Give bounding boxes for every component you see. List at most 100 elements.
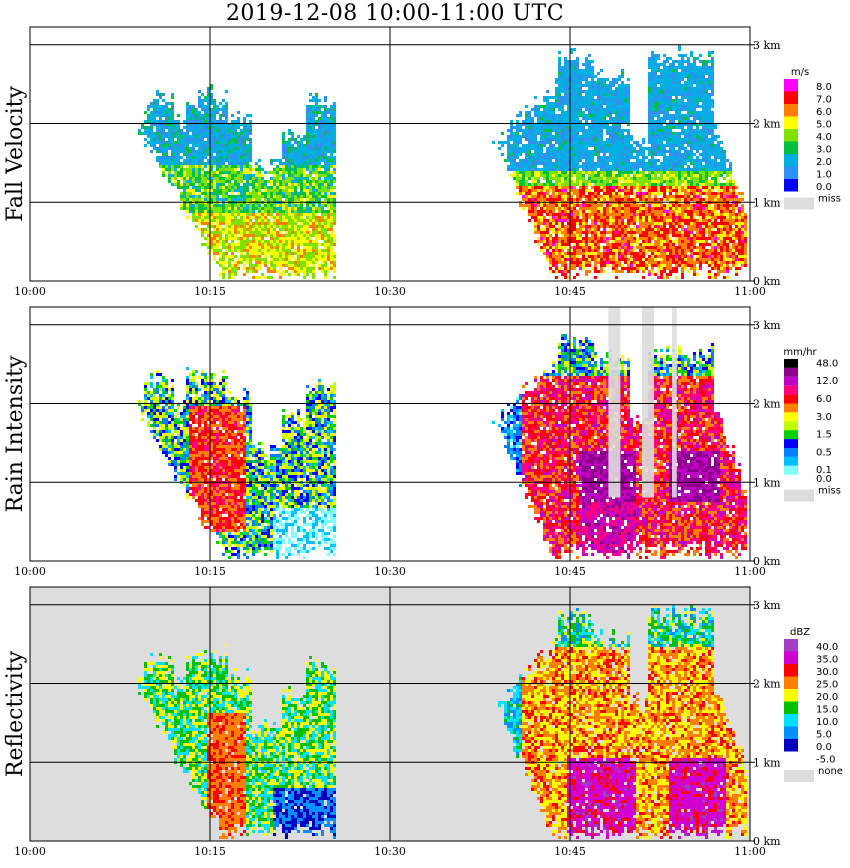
heatmap-cell: [606, 108, 609, 111]
heatmap-cell: [648, 213, 651, 216]
heatmap-cell: [618, 210, 621, 213]
heatmap-cell: [639, 192, 642, 195]
heatmap-cell: [288, 189, 291, 192]
heatmap-cell: [534, 207, 537, 210]
heatmap-cell: [249, 129, 252, 132]
heatmap-cell: [603, 186, 606, 189]
heatmap-cell: [162, 132, 165, 135]
heatmap-cell: [627, 216, 630, 219]
heatmap-cell: [567, 90, 570, 93]
heatmap-cell: [597, 258, 600, 261]
heatmap-cell: [534, 144, 537, 147]
heatmap-cell: [513, 135, 516, 138]
heatmap-cell: [579, 75, 582, 78]
heatmap-cell: [180, 132, 183, 135]
heatmap-cell: [249, 147, 252, 150]
heatmap-cell: [561, 141, 564, 144]
heatmap-cell: [582, 63, 585, 66]
heatmap-cell: [600, 141, 603, 144]
heatmap-cell: [276, 180, 279, 183]
heatmap-cell: [219, 192, 222, 195]
heatmap-cell: [513, 171, 516, 174]
heatmap-cell: [642, 159, 645, 162]
heatmap-cell: [579, 144, 582, 147]
heatmap-cell: [636, 210, 639, 213]
heatmap-cell: [549, 171, 552, 174]
heatmap-cell: [267, 189, 270, 192]
heatmap-cell: [606, 87, 609, 90]
heatmap-cell: [213, 183, 216, 186]
heatmap-cell: [330, 126, 333, 129]
heatmap-cell: [258, 255, 261, 258]
heatmap-cell: [582, 141, 585, 144]
heatmap-cell: [291, 198, 294, 201]
heatmap-cell: [204, 189, 207, 192]
heatmap-cell: [243, 135, 246, 138]
heatmap-cell: [537, 213, 540, 216]
heatmap-cell: [195, 144, 198, 147]
heatmap-cell: [273, 198, 276, 201]
heatmap-cell: [558, 270, 561, 273]
heatmap-cell: [540, 213, 543, 216]
heatmap-cell: [180, 138, 183, 141]
heatmap-cell: [543, 123, 546, 126]
heatmap-cell: [594, 189, 597, 192]
heatmap-cell: [162, 108, 165, 111]
heatmap-cell: [549, 117, 552, 120]
heatmap-cell: [627, 207, 630, 210]
heatmap-cell: [306, 165, 309, 168]
heatmap-cell: [165, 135, 168, 138]
heatmap-cell: [333, 219, 336, 222]
heatmap-cell: [327, 216, 330, 219]
heatmap-cell: [291, 222, 294, 225]
heatmap-cell: [615, 270, 618, 273]
heatmap-cell: [207, 96, 210, 99]
heatmap-cell: [558, 138, 561, 141]
heatmap-cell: [621, 171, 624, 174]
heatmap-cell: [300, 144, 303, 147]
heatmap-cell: [330, 258, 333, 261]
heatmap-cell: [300, 219, 303, 222]
heatmap-cell: [603, 246, 606, 249]
heatmap-cell: [225, 210, 228, 213]
heatmap-cell: [288, 174, 291, 177]
heatmap-cell: [216, 153, 219, 156]
heatmap-cell: [624, 96, 627, 99]
heatmap-cell: [207, 114, 210, 117]
heatmap-cell: [168, 165, 171, 168]
heatmap-cell: [207, 111, 210, 114]
heatmap-cell: [285, 156, 288, 159]
heatmap-cell: [315, 123, 318, 126]
heatmap-cell: [249, 144, 252, 147]
heatmap-cell: [225, 138, 228, 141]
heatmap-cell: [231, 207, 234, 210]
heatmap-cell: [582, 117, 585, 120]
heatmap-cell: [609, 210, 612, 213]
heatmap-cell: [309, 162, 312, 165]
heatmap-cell: [315, 249, 318, 252]
heatmap-cell: [231, 195, 234, 198]
heatmap-cell: [606, 84, 609, 87]
heatmap-cell: [240, 123, 243, 126]
heatmap-cell: [258, 261, 261, 264]
heatmap-cell: [600, 246, 603, 249]
heatmap-cell: [561, 162, 564, 165]
heatmap-cell: [588, 240, 591, 243]
heatmap-cell: [606, 156, 609, 159]
heatmap-cell: [225, 252, 228, 255]
heatmap-cell: [315, 150, 318, 153]
heatmap-cell: [231, 186, 234, 189]
heatmap-cell: [291, 228, 294, 231]
heatmap-cell: [633, 150, 636, 153]
heatmap-cell: [228, 237, 231, 240]
heatmap-cell: [282, 243, 285, 246]
heatmap-cell: [330, 132, 333, 135]
heatmap-cell: [198, 180, 201, 183]
heatmap-cell: [621, 240, 624, 243]
heatmap-cell: [195, 123, 198, 126]
heatmap-cell: [180, 177, 183, 180]
heatmap-cell: [222, 198, 225, 201]
heatmap-cell: [210, 126, 213, 129]
heatmap-cell: [318, 171, 321, 174]
heatmap-cell: [516, 123, 519, 126]
